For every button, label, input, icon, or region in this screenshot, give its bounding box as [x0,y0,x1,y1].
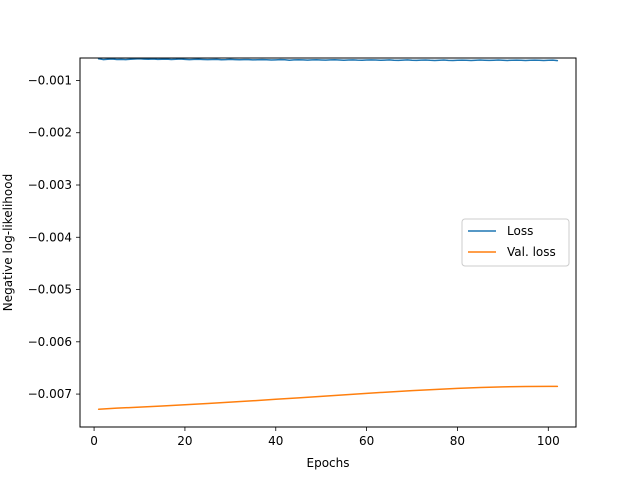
y-axis-label: Negative log-likelihood [1,174,15,311]
legend-label-loss: Loss [507,224,533,238]
y-tick-label: −0.003 [28,178,72,192]
y-axis-ticks: −0.001 −0.002 −0.003 −0.004 −0.005 −0.006 −0.0… [28,73,80,401]
legend-label-val-loss: Val. loss [507,245,556,259]
x-tick-label: 100 [537,434,560,448]
legend: Loss Val. loss [461,218,570,267]
y-tick-label: −0.002 [28,126,72,140]
series-line-loss [97,58,559,62]
y-tick-label: −0.006 [28,335,72,349]
y-tick-label: −0.004 [28,230,72,244]
series-line-val-loss [97,385,559,410]
x-tick-label: 60 [359,434,374,448]
x-tick-label: 20 [177,434,192,448]
x-axis-ticks: 0 20 40 60 80 100 [90,427,560,448]
axes-frame [79,57,577,428]
y-tick-label: −0.005 [28,283,72,297]
x-axis-label: Epochs [307,456,350,470]
y-tick-label: −0.001 [28,73,72,87]
x-tick-label: 0 [90,434,98,448]
x-tick-label: 80 [450,434,465,448]
plot-area [97,58,559,410]
x-tick-label: 40 [268,434,283,448]
y-tick-label: −0.007 [28,387,72,401]
